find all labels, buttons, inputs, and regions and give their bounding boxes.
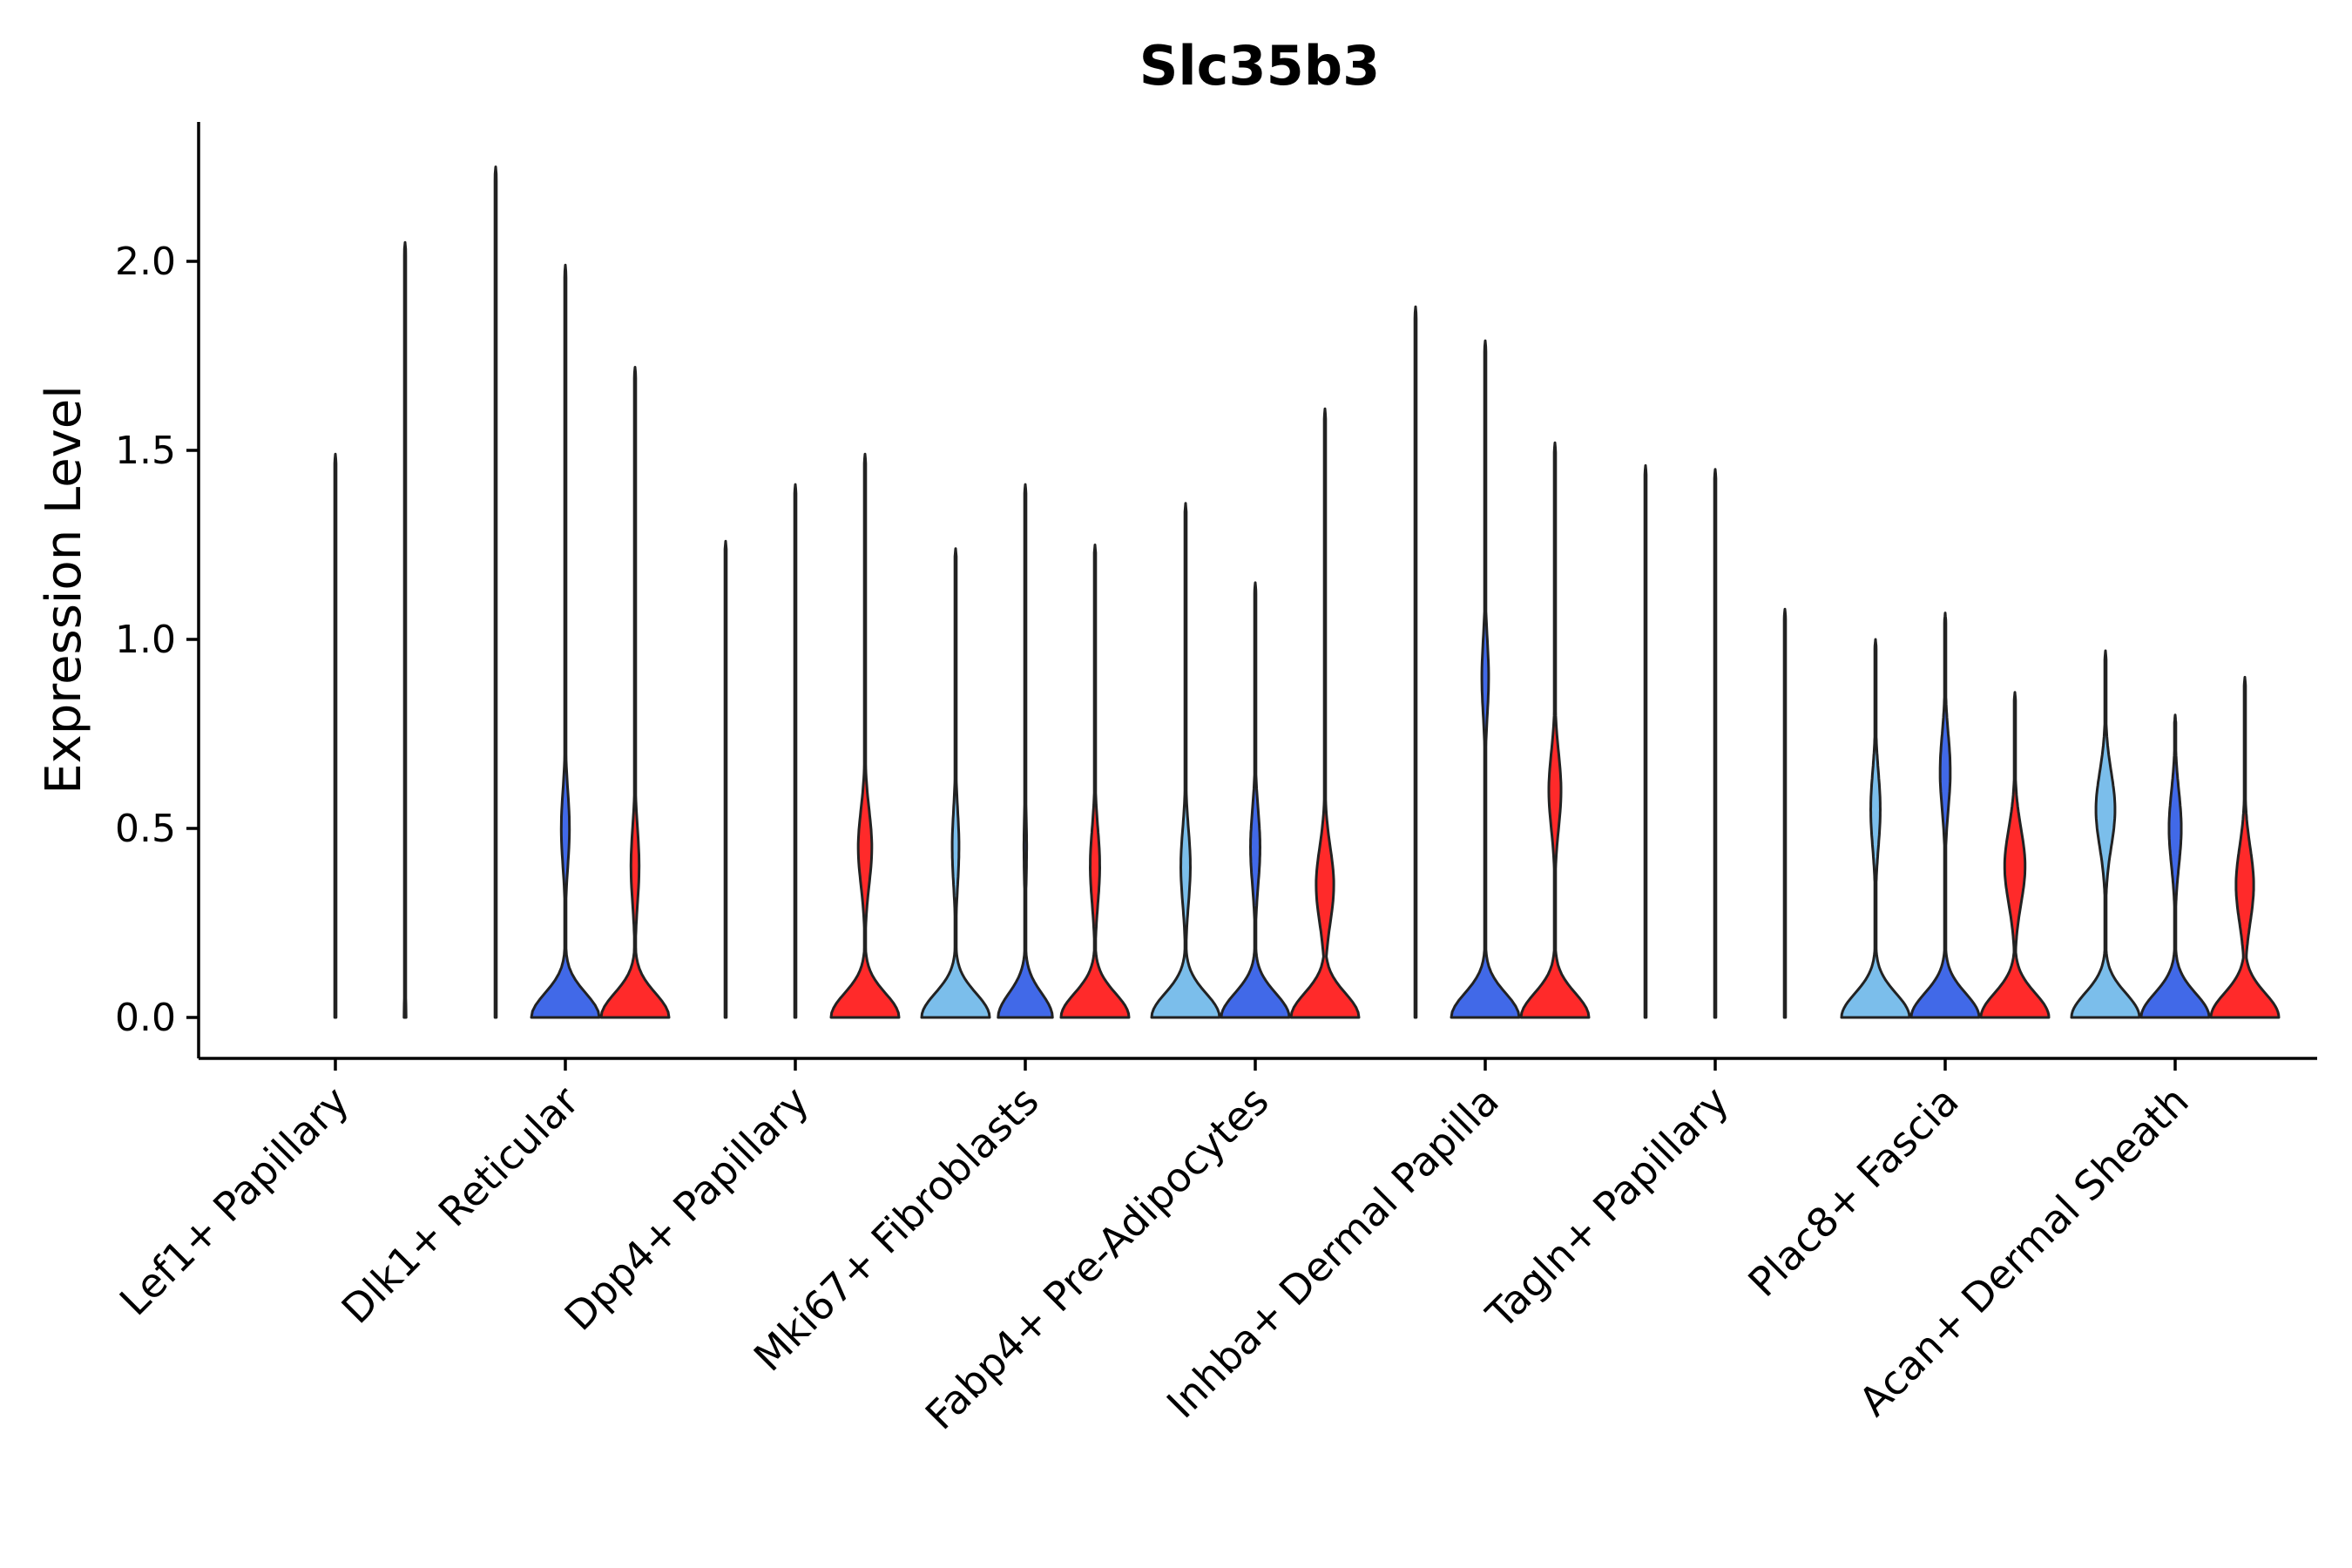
violin-4-group-3: [1059, 544, 1131, 1019]
y-tick-label: 1.5: [115, 429, 176, 473]
x-category-label: Tagln+ Papillary: [1477, 1078, 1738, 1339]
violin-2-group-2: [530, 263, 601, 1019]
violin-9-group-2: [2139, 713, 2211, 1019]
violin-1-group-3: [402, 240, 408, 1019]
violin-1-group-2: [333, 452, 338, 1019]
y-tick-label: 0.5: [115, 807, 176, 851]
violin-4-group-1: [920, 547, 991, 1019]
violin-9-group-3: [2209, 675, 2281, 1019]
chart-title: Slc35b3: [1139, 34, 1380, 98]
x-category-label: Dlk1+ Reticular: [333, 1078, 588, 1333]
y-ticks: 0.0 0.5 1.0 1.5 2.0: [115, 240, 199, 1040]
violin-6-group-2: [1450, 339, 1521, 1019]
violin-7-group-3: [1782, 607, 1788, 1019]
violin-8-group-3: [1979, 691, 2051, 1019]
violin-6-group-1: [1413, 305, 1418, 1019]
x-category-label: Lef1+ Papillary: [111, 1078, 358, 1325]
violin-9-group-1: [2070, 649, 2141, 1019]
y-tick-label: 0.0: [115, 996, 176, 1040]
violin-3-group-1: [723, 539, 728, 1019]
y-tick-label: 2.0: [115, 240, 176, 284]
x-category-label: Dpp4+ Papillary: [556, 1078, 818, 1340]
violin-6-group-3: [1519, 441, 1591, 1019]
violin-7-group-1: [1643, 463, 1648, 1019]
x-category-label: Plac8+ Fascia: [1739, 1078, 1967, 1306]
y-axis-label: Expression Level: [36, 385, 92, 794]
violin-5-group-1: [1150, 502, 1221, 1019]
violin-3-group-3: [829, 452, 901, 1019]
violins-layer: [333, 166, 2281, 1019]
violin-2-group-3: [599, 366, 671, 1019]
axes-layer: [197, 122, 2317, 1060]
violin-5-group-3: [1289, 407, 1361, 1019]
violin-8-group-1: [1840, 638, 1911, 1019]
y-tick-label: 1.0: [115, 618, 176, 662]
violin-7-group-2: [1713, 468, 1718, 1019]
violin-5-group-2: [1220, 581, 1291, 1019]
violin-4-group-2: [997, 483, 1054, 1019]
violin-2-group-1: [493, 166, 498, 1019]
violin-8-group-2: [1909, 612, 1981, 1019]
violin-3-group-2: [793, 483, 798, 1019]
